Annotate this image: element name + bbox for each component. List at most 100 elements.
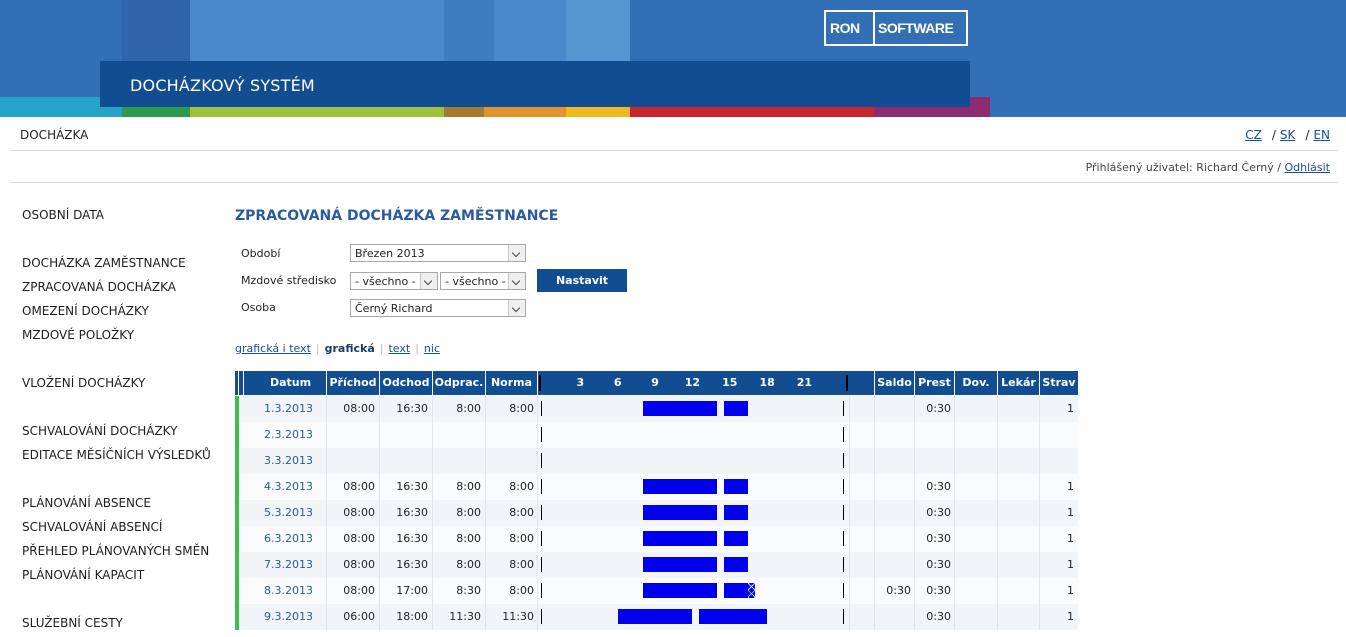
cell-border [379,474,380,500]
sidebar-item-osobni-data[interactable]: OSOBNÍ DATA [22,208,104,222]
mode-graphic-text-link[interactable]: grafická i text [235,342,311,355]
table-row[interactable]: 1.3.2013 08:00 16:30 8:00 8:00 0:30 1 [235,396,1078,422]
cell-border [485,500,486,526]
logo-text-left: RON [830,20,860,36]
period-select[interactable]: Březen 2013 [350,244,526,262]
sidebar-item-schvalovani-dochazky[interactable]: SCHVALOVÁNÍ DOCHÁZKY [22,424,178,438]
sidebar-item-vlozeni-dochazky[interactable]: VLOŽENÍ DOCHÁZKY [22,376,146,390]
table-row[interactable]: 9.3.2013 06:00 18:00 11:30 11:30 0:30 1 [235,604,1078,630]
row-date[interactable]: 7.3.2013 [264,558,313,571]
cell-border [1039,448,1040,474]
row-date[interactable]: 9.3.2013 [264,610,313,623]
col-departure: Odchod [382,376,430,389]
person-label: Osoba [241,301,276,314]
lang-sk-link[interactable]: SK [1279,128,1296,142]
sidebar-item-zpracovana-dochazka[interactable]: ZPRACOVANÁ DOCHÁZKA [22,280,176,294]
cell-border [537,422,538,448]
row-date[interactable]: 2.3.2013 [264,428,313,441]
sidebar-item-schvalovani-absenci[interactable]: SCHVALOVÁNÍ ABSENCÍ [22,520,163,534]
nastavit-button[interactable]: Nastavit [537,269,627,292]
cell-border [485,422,486,448]
person-select[interactable]: Černý Richard [350,299,526,317]
row-date[interactable]: 3.3.2013 [264,454,313,467]
cell-border [432,422,433,448]
row-departure [380,422,428,448]
cell-border [914,474,915,500]
sidebar-item-dochazka-zamestnance[interactable]: DOCHÁZKA ZAMĚSTNANCE [22,256,186,270]
cell-border [432,396,433,422]
row-breaks: 0:30 [926,584,951,597]
col-breaks: Prest [918,376,951,389]
sidebar-item-editace-vysledku[interactable]: EDITACE MĚSÍČNÍCH VÝSLEDKŮ [22,448,211,462]
lang-cz-link[interactable]: CZ [1245,128,1262,142]
graph-boundary-tick [843,479,844,494]
table-row[interactable]: 5.3.2013 08:00 16:30 8:00 8:00 0:30 1 [235,500,1078,526]
table-row[interactable]: 6.3.2013 08:00 16:30 8:00 8:00 0:30 1 [235,526,1078,552]
sidebar-item-omezeni-dochazky[interactable]: OMEZENÍ DOCHÁZKY [22,304,149,318]
logout-link[interactable]: Odhlásit [1284,161,1330,174]
cell-border [914,578,915,604]
table-row[interactable]: 3.3.2013 [235,448,1078,474]
graph-boundary-tick [541,479,542,494]
row-meals: 1 [1067,532,1074,545]
row-doctor [998,604,1036,630]
table-row[interactable]: 2.3.2013 [235,422,1078,448]
graph-boundary-marker [846,375,848,391]
cell-border [997,500,998,526]
cell-border [379,578,380,604]
section-title: DOCHÁZKA [20,128,89,142]
graph-boundary-tick [843,505,844,520]
cell-border [954,422,955,448]
cell-border [537,578,538,604]
row-worked [433,422,481,448]
table-row[interactable]: 7.3.2013 08:00 16:30 8:00 8:00 0:30 1 [235,552,1078,578]
sidebar-item-planovani-kapacit[interactable]: PLÁNOVÁNÍ KAPACIT [22,568,145,582]
row-date[interactable]: 8.3.2013 [264,584,313,597]
row-arrival [327,448,375,474]
cell-border [954,396,955,422]
cell-border [849,526,850,552]
cell-border [1039,604,1040,630]
cell-border [954,552,955,578]
cell-border [954,448,955,474]
row-date[interactable]: 1.3.2013 [264,402,313,415]
col-date: Datum [269,376,312,389]
row-norm: 8:00 [509,584,534,597]
graph-boundary-tick [541,583,542,598]
cell-border [432,526,433,552]
row-date[interactable]: 6.3.2013 [264,532,313,545]
cell-border [379,604,380,630]
row-saldo [875,422,911,448]
chevron-down-icon [508,273,525,289]
row-arrival: 08:00 [343,584,375,597]
center-select-1[interactable]: - všechno - [350,272,438,290]
cell-border [997,448,998,474]
sidebar-item-mzdove-polozky[interactable]: MZDOVÉ POLOŽKY [22,328,135,342]
sidebar-item-prehled-smen[interactable]: PŘEHLED PLÁNOVANÝCH SMĚN [22,544,210,558]
logo-text-right: SOFTWARE [878,20,954,36]
row-date[interactable]: 4.3.2013 [264,480,313,493]
lang-en-link[interactable]: EN [1313,128,1330,142]
row-departure: 16:30 [396,506,428,519]
cell-border [849,422,850,448]
row-departure: 16:30 [396,402,428,415]
center-select-2[interactable]: - všechno - [440,272,526,290]
row-saldo [875,500,911,526]
cell-border [1039,552,1040,578]
row-vacation [955,552,994,578]
table-row[interactable]: 4.3.2013 08:00 16:30 8:00 8:00 0:30 1 [235,474,1078,500]
row-doctor [998,552,1036,578]
header-separator [379,371,380,395]
row-date[interactable]: 5.3.2013 [264,506,313,519]
sidebar-item-sluzebni-cesty[interactable]: SLUŽEBNÍ CESTY [22,616,123,630]
sidebar-item-planovani-absence[interactable]: PLÁNOVÁNÍ ABSENCE [22,496,151,510]
mode-none-link[interactable]: nic [423,342,440,355]
overtime-bar [748,583,755,598]
cell-border [432,578,433,604]
row-norm: 8:00 [509,532,534,545]
cell-border [849,578,850,604]
table-row[interactable]: 8.3.2013 08:00 17:00 8:30 8:00 0:30 0:30 1 [235,578,1078,604]
mode-text-link[interactable]: text [388,342,411,355]
attendance-bar [642,583,718,598]
row-worked [433,448,481,474]
